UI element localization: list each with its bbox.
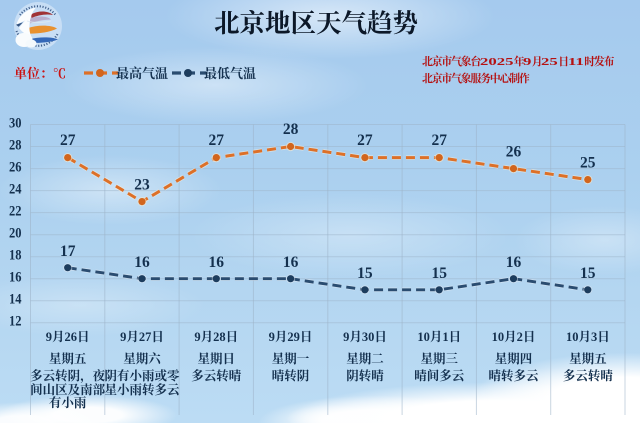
svg-text:15: 15 <box>357 265 373 282</box>
svg-text:22: 22 <box>9 204 22 220</box>
svg-text:26: 26 <box>506 143 522 160</box>
svg-text:16: 16 <box>506 254 522 271</box>
svg-text:26: 26 <box>9 160 22 176</box>
svg-text:23: 23 <box>134 176 150 193</box>
svg-text:15: 15 <box>431 265 447 282</box>
svg-text:30: 30 <box>9 115 22 131</box>
svg-text:16: 16 <box>209 254 225 271</box>
svg-text:28: 28 <box>283 121 299 138</box>
svg-text:15: 15 <box>580 265 596 282</box>
svg-text:27: 27 <box>60 132 76 149</box>
svg-text:12: 12 <box>9 314 22 330</box>
svg-text:27: 27 <box>431 132 447 149</box>
svg-text:27: 27 <box>357 132 373 149</box>
svg-text:14: 14 <box>9 292 22 308</box>
svg-text:25: 25 <box>580 154 596 171</box>
svg-text:24: 24 <box>9 182 22 198</box>
svg-text:16: 16 <box>134 254 150 271</box>
svg-text:16: 16 <box>283 254 299 271</box>
svg-text:18: 18 <box>9 248 22 264</box>
svg-text:17: 17 <box>60 243 76 260</box>
svg-text:28: 28 <box>9 137 22 153</box>
svg-text:27: 27 <box>209 132 225 149</box>
svg-text:16: 16 <box>9 270 22 286</box>
svg-text:20: 20 <box>9 226 22 242</box>
